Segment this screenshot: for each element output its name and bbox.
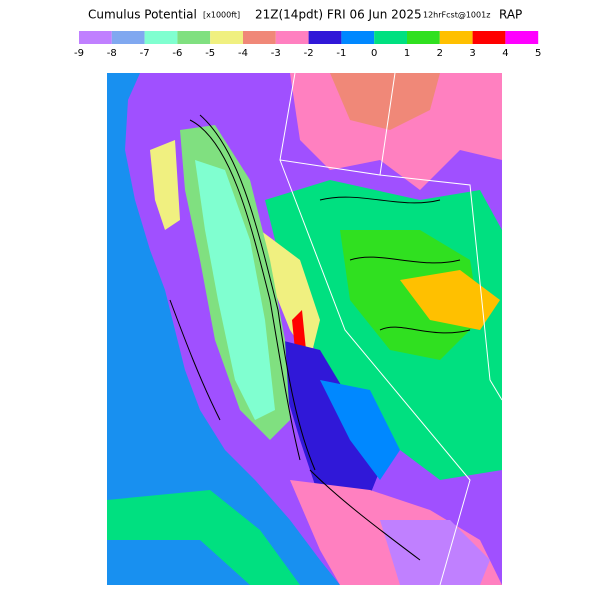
colorbar-swatch [111,31,145,44]
colorbar-label: 1 [404,48,410,59]
colorbar-swatch [374,31,407,44]
colorbar-swatch [407,31,440,44]
title-model: RAP [499,8,522,22]
colorbar-label: -7 [140,48,150,59]
colorbar-label: 0 [371,48,377,59]
colorbar-label: -3 [271,48,281,59]
title-forecast: 12hrFcst@1001z [423,11,490,20]
colorbar-label: -2 [304,48,314,59]
colorbar-swatch [275,31,309,44]
title-time: 21Z(14pdt) FRI 06 Jun 2025 [255,8,422,22]
region-blue [320,380,400,480]
title-main: Cumulus Potential [88,8,197,22]
valley-inner [195,160,275,420]
map [107,72,503,586]
ocean-south [107,540,250,585]
colorbar-label: -4 [238,48,248,59]
region-orange [400,270,500,330]
colorbar-label: 5 [535,48,541,59]
colorbar-label: -9 [74,48,84,59]
state-borders [279,72,503,586]
colorbar-swatch [79,31,112,44]
colorbar-swatch [341,31,375,44]
colorbar-swatch [308,31,342,44]
colorbar-label: 3 [469,48,475,59]
colorbar-swatch [243,31,276,44]
region-southeast [380,520,490,585]
colorbar: -9 -8 -7 -6 -5 -4 -3 -2 -1 0 1 2 3 4 5 [74,31,541,59]
colorbar-swatch [472,31,506,44]
colorbar-swatch [177,31,211,44]
region-coast-yellow [150,140,180,230]
colorbar-label: 2 [437,48,443,59]
colorbar-label: -1 [336,48,346,59]
region-north [330,73,440,130]
colorbar-label: -5 [205,48,215,59]
title-units: [x1000ft] [203,11,240,20]
colorbar-swatch [439,31,473,44]
colorbar-swatch [505,31,539,44]
colorbar-label: -6 [172,48,182,59]
colorbar-label: 4 [502,48,508,59]
colorbar-label: -8 [107,48,117,59]
region-sierra [280,340,380,520]
region-yellow [260,230,320,360]
contours [169,114,471,561]
colorbar-swatch [144,31,178,44]
colorbar-swatch [210,31,243,44]
